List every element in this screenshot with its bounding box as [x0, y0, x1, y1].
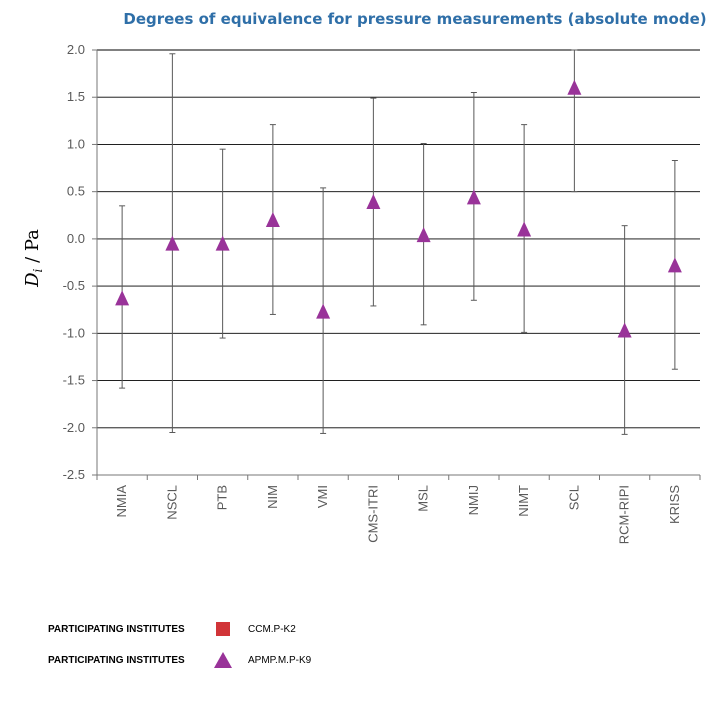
data-point-triangle — [215, 235, 230, 251]
data-point-triangle — [567, 79, 582, 95]
legend-series-name: CCM.P-K2 — [248, 623, 296, 635]
data-point-triangle — [517, 221, 532, 237]
legend-label: PARTICIPATING INSTITUTES — [48, 623, 185, 635]
y-tick-label: 1.5 — [67, 89, 85, 104]
y-tick-label: -1.0 — [63, 325, 85, 340]
x-tick-label: MSL — [416, 485, 431, 512]
x-tick-label: CMS-ITRI — [365, 485, 380, 543]
x-tick-label: VMI — [315, 485, 330, 508]
x-tick-labels: NMIA NSCL PTB NIM VMI CMS-ITRI MSL NMIJ NIMT SCL R… — [114, 485, 682, 545]
x-tick-label: PTB — [215, 485, 230, 510]
x-tick-label: RCM-RIPI — [617, 485, 632, 544]
legend-series-name: APMP.M.P-K9 — [248, 654, 312, 666]
y-tick-labels: 2.0 1.5 1.0 0.5 0.0 -0.5 -1.0 -1.5 -2.0 -2.5 — [63, 42, 85, 482]
data-point-triangle — [667, 257, 682, 273]
x-tick-label: NIM — [265, 485, 280, 509]
legend-label: PARTICIPATING INSTITUTES — [48, 654, 185, 666]
data-point-triangle — [165, 235, 180, 251]
y-tick-label: -0.5 — [63, 278, 85, 293]
x-tick-label: NMIJ — [466, 485, 481, 515]
y-tick-label: 0.0 — [67, 231, 85, 246]
data-point-triangle — [366, 194, 381, 210]
data-point-triangle — [265, 212, 280, 227]
legend-square-marker — [208, 619, 238, 639]
gridlines — [97, 49, 700, 429]
data-points — [115, 79, 682, 338]
x-tick-label: NMIA — [114, 485, 129, 518]
legend-triangle-marker — [208, 650, 238, 670]
error-bars — [119, 49, 678, 435]
x-tick-label: NIMT — [516, 485, 531, 517]
legend-entry-apmp: PARTICIPATING INSTITUTES APMP.M.P-K9 — [48, 650, 311, 670]
y-tick-label: -2.0 — [63, 420, 85, 435]
data-point-triangle — [115, 290, 130, 306]
y-tick-label: -2.5 — [63, 467, 85, 482]
y-tick-label: -1.5 — [63, 373, 85, 388]
x-tick-label: NSCL — [164, 485, 179, 520]
data-point-triangle — [466, 189, 481, 205]
y-tick-label: 0.5 — [67, 184, 85, 199]
y-axis-label: Di / Pa — [22, 229, 45, 288]
data-point-triangle — [617, 322, 632, 338]
x-tick-label: KRISS — [667, 485, 682, 524]
data-point-triangle — [316, 303, 331, 319]
y-tick-label: 2.0 — [67, 42, 85, 57]
axes — [92, 49, 701, 480]
chart-title: Degrees of equivalence for pressure meas… — [123, 10, 707, 28]
data-point-triangle — [416, 227, 431, 243]
x-tick-label: SCL — [566, 485, 581, 510]
legend-entry-ccm: PARTICIPATING INSTITUTES CCM.P-K2 — [48, 619, 296, 639]
y-tick-label: 1.0 — [67, 136, 85, 151]
